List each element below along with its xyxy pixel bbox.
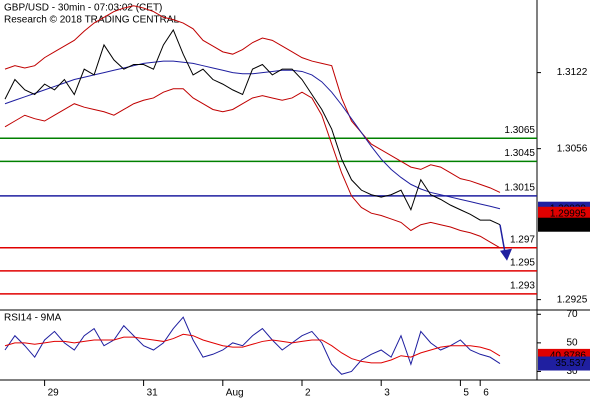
series-line — [4, 28, 501, 226]
series-line — [4, 5, 501, 193]
price-tag-box — [538, 217, 590, 232]
x-tick-label: 31 — [147, 388, 159, 399]
x-tick-label: Aug — [226, 388, 244, 399]
y-tick-label: 1.3122 — [557, 67, 588, 78]
price-tag-box — [538, 206, 590, 221]
series-line — [4, 333, 501, 364]
y-tick-label: 50 — [566, 337, 578, 348]
chart-subtitle: Research © 2018 TRADING CENTRAL — [4, 15, 179, 26]
arrow-head — [500, 248, 512, 261]
rsi-tag: 40.8786 — [550, 351, 587, 362]
level-label: 1.3045 — [504, 148, 535, 159]
y-tick-label: 1.3056 — [557, 143, 588, 154]
rsi-tag: 35.537 — [555, 358, 586, 369]
price-tag: 1.29995 — [550, 208, 587, 219]
x-tick-label: 5 — [463, 388, 469, 399]
chart-title: GBP/USD - 30min - 07:03:02 (CET) — [4, 3, 162, 14]
arrow-shaft — [499, 224, 506, 253]
level-label: 1.295 — [510, 257, 535, 268]
y-tick-label: 30 — [566, 366, 578, 377]
level-label: 1.297 — [510, 234, 535, 245]
y-tick-label: 70 — [566, 309, 578, 320]
rsi-title: RSI14 - 9MA — [4, 313, 62, 324]
x-tick-label: 2 — [305, 388, 311, 399]
level-label: 1.3015 — [504, 183, 535, 194]
series-line — [4, 316, 501, 375]
x-tick-label: 29 — [48, 388, 60, 399]
level-label: 1.293 — [510, 281, 535, 292]
price-tag: 1.299 — [561, 219, 586, 230]
series-line — [4, 88, 501, 249]
x-tick-label: 6 — [483, 388, 489, 399]
rsi-tag-box — [538, 356, 590, 371]
y-tick-label: 1.2925 — [557, 294, 588, 305]
series-line — [4, 60, 501, 210]
x-tick-label: 3 — [384, 388, 390, 399]
level-label: 1.3065 — [504, 125, 535, 136]
